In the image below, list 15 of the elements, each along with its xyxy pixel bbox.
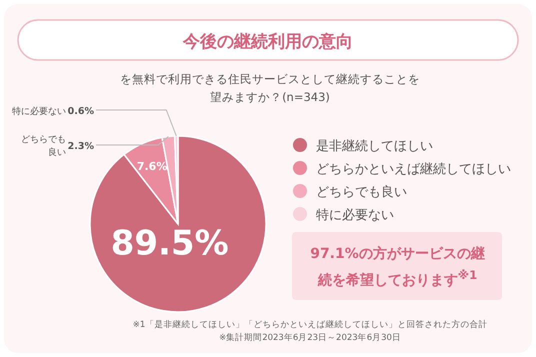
legend-label: 特に必要ない: [316, 208, 394, 223]
text: ※集計期間2023年6月23日～2023年6月30日: [219, 332, 401, 343]
legend-label: どちらでも良い: [316, 185, 407, 200]
slice-label: 特に必要ない: [12, 106, 66, 117]
legend-label: どちらかといえば継続してほしい: [316, 162, 511, 177]
text: ※1「是非継続してほしい」「どちらかといえば継続してほしい」と回答された方の合計: [132, 319, 488, 330]
chart-title: 今後の継続利用の意向: [182, 32, 353, 52]
data-label: 7.6%: [136, 160, 168, 174]
data-label: 89.5%: [110, 224, 229, 264]
chart-subtitle: を無料で利用できる住民サービスとして継続することを望みますか？(n=343): [120, 71, 420, 106]
slice-label: どちらでも良い: [21, 135, 66, 158]
text: 97.1%の方がサービスの継続を希望しております$^{※1}$: [310, 244, 485, 291]
data-label: 2.3%: [68, 141, 94, 152]
data-label: 0.6%: [68, 106, 94, 117]
legend-label: 是非継続してほしい: [316, 139, 433, 154]
